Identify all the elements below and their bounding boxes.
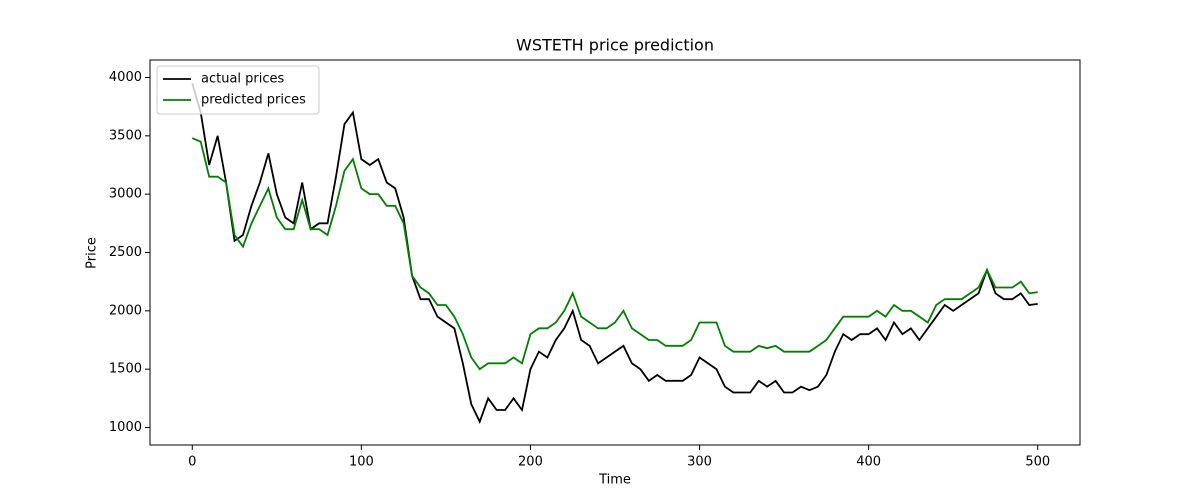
x-tick-label: 300 [687, 455, 712, 470]
y-tick-label: 1000 [109, 420, 142, 435]
x-tick-label: 200 [518, 455, 543, 470]
x-tick-label: 500 [1025, 455, 1050, 470]
y-tick-label: 3000 [109, 187, 142, 202]
x-tick-label: 100 [349, 455, 374, 470]
y-tick-label: 4000 [109, 70, 142, 85]
legend-label: predicted prices [201, 93, 306, 108]
y-axis-label: Price [85, 237, 100, 269]
plot-frame [149, 59, 1081, 446]
legend-label: actual prices [201, 72, 285, 87]
y-tick-label: 1500 [109, 362, 142, 377]
x-tick-label: 400 [856, 455, 881, 470]
y-tick-label: 2500 [109, 245, 142, 260]
legend-box [156, 65, 320, 115]
x-axis-label: Time [598, 473, 631, 488]
series-line [191, 137, 1038, 371]
y-tick-label: 2000 [109, 303, 142, 318]
y-tick-label: 3500 [109, 128, 142, 143]
x-tick-label: 0 [188, 455, 196, 470]
chart-title: WSTETH price prediction [516, 36, 714, 55]
series-line [191, 83, 1038, 424]
